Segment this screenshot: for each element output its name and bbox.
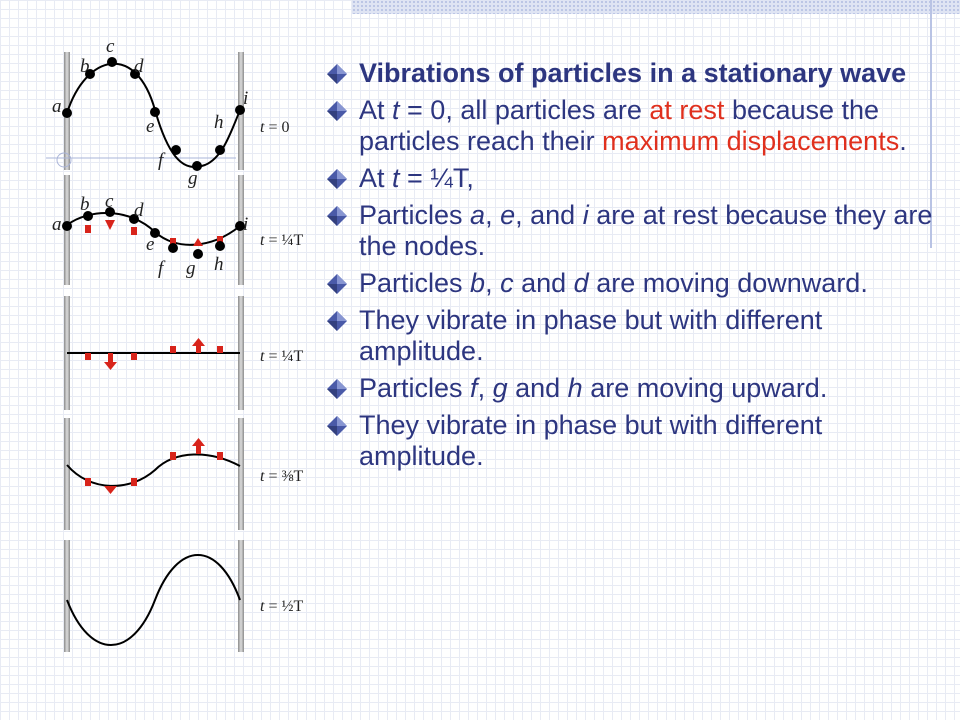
particle-g <box>192 161 202 171</box>
particle-e <box>150 228 160 238</box>
arrow-f <box>170 452 176 460</box>
left-wall <box>64 540 70 652</box>
bullet-heading: Vibrations of particles in a stationary … <box>326 58 936 89</box>
left-wall <box>64 418 70 530</box>
arrow-c <box>105 220 115 230</box>
stationary-wave-diagram: a b c d e f g h i t = 0 <box>46 36 303 652</box>
label-c: c <box>106 36 115 57</box>
particle-c <box>107 57 117 67</box>
particle-h <box>215 145 225 155</box>
particle-b <box>85 69 95 79</box>
particle-a <box>62 221 72 231</box>
label-e: e <box>146 234 154 255</box>
origin-mark <box>56 152 72 168</box>
diamond-bullet-icon <box>327 169 347 189</box>
label-a: a <box>52 214 62 235</box>
particle-f <box>171 145 181 155</box>
particle-a <box>62 108 72 118</box>
label-f: f <box>158 150 166 171</box>
label-i: i <box>243 214 248 235</box>
bullet-in-phase-1: They vibrate in phase but with different… <box>326 305 936 367</box>
arrow-b <box>85 225 91 233</box>
arrow-c-head <box>104 362 117 370</box>
bullet-downward: Particles b, c and d are moving downward… <box>326 268 936 299</box>
right-wall <box>238 418 244 530</box>
label-e: e <box>146 116 154 137</box>
bullet-quarter-period: At t = ¼T, <box>326 163 936 194</box>
wave-curve <box>66 554 241 646</box>
particle-b <box>83 211 93 221</box>
label-c: c <box>105 191 114 212</box>
bullet-upward: Particles f, g and h are moving upward. <box>326 373 936 404</box>
label-h: h <box>214 112 224 133</box>
diamond-bullet-icon <box>327 101 347 121</box>
arrow-d <box>131 227 137 235</box>
arrow-g <box>193 238 203 246</box>
right-wall <box>238 296 244 410</box>
time-label-0: t = 0 <box>260 119 289 136</box>
time-label-3: t = ⅜T <box>260 468 303 485</box>
panel-t0: a b c d e f g h i t = 0 <box>46 36 289 189</box>
particle-g <box>193 249 203 259</box>
right-wall <box>238 540 244 652</box>
diamond-bullet-icon <box>327 64 347 84</box>
arrow-g-head <box>192 338 205 346</box>
diamond-bullet-icon <box>327 416 347 436</box>
label-b: b <box>80 56 90 77</box>
time-label-1: t = ¼T <box>260 232 303 249</box>
arrow-c <box>104 486 117 494</box>
particle-d <box>129 214 139 224</box>
label-a: a <box>52 96 62 117</box>
arrow-d <box>131 478 137 486</box>
diamond-bullet-icon <box>327 379 347 399</box>
particle-c <box>105 207 115 217</box>
time-label-4: t = ½T <box>260 598 303 615</box>
panel-t-half: t = ½T <box>64 540 303 652</box>
particle-i <box>235 221 245 231</box>
arrow-g-shaft <box>196 346 201 353</box>
wave-curve <box>66 453 241 487</box>
arrow-b <box>85 353 91 360</box>
panel-t-three-eighths: t = ⅜T <box>64 418 303 530</box>
arrow-g-head <box>192 438 205 446</box>
label-d: d <box>134 56 144 77</box>
diamond-bullet-icon <box>327 274 347 294</box>
particle-f <box>168 243 178 253</box>
bullet-in-phase-2: They vibrate in phase but with different… <box>326 410 936 472</box>
arrow-b <box>85 478 91 486</box>
arrow-c-shaft <box>108 353 113 362</box>
diamond-bullet-icon <box>327 206 347 226</box>
label-b: b <box>80 194 90 215</box>
particle-d <box>130 69 140 79</box>
label-i: i <box>243 88 248 109</box>
title-band <box>352 0 960 14</box>
label-h: h <box>214 254 224 275</box>
bullet-at-rest: At t = 0, all particles are at rest beca… <box>326 95 936 157</box>
diamond-bullet-icon <box>327 311 347 331</box>
panel-t-quarter-1: a b c d e f g h i t = ¼T <box>52 175 303 285</box>
time-label-2: t = ¼T <box>260 348 303 365</box>
particle-h <box>215 241 225 251</box>
arrow-h <box>217 346 223 353</box>
label-d: d <box>134 200 144 221</box>
particle-e <box>150 107 160 117</box>
label-g: g <box>188 168 198 189</box>
label-g: g <box>186 258 196 279</box>
arrow-h <box>217 452 223 460</box>
label-f: f <box>158 258 166 279</box>
arrow-f <box>170 346 176 353</box>
arrow-g-shaft <box>196 446 201 454</box>
bullet-nodes: Particles a, e, and i are at rest becaus… <box>326 200 936 262</box>
bullet-list: Vibrations of particles in a stationary … <box>326 58 936 478</box>
arrow-f <box>170 238 176 246</box>
arrow-h <box>217 236 223 244</box>
panel-t-quarter-2: t = ¼T <box>64 296 303 410</box>
right-rule <box>930 0 932 248</box>
arrow-d <box>131 353 137 360</box>
particle-i <box>235 105 245 115</box>
